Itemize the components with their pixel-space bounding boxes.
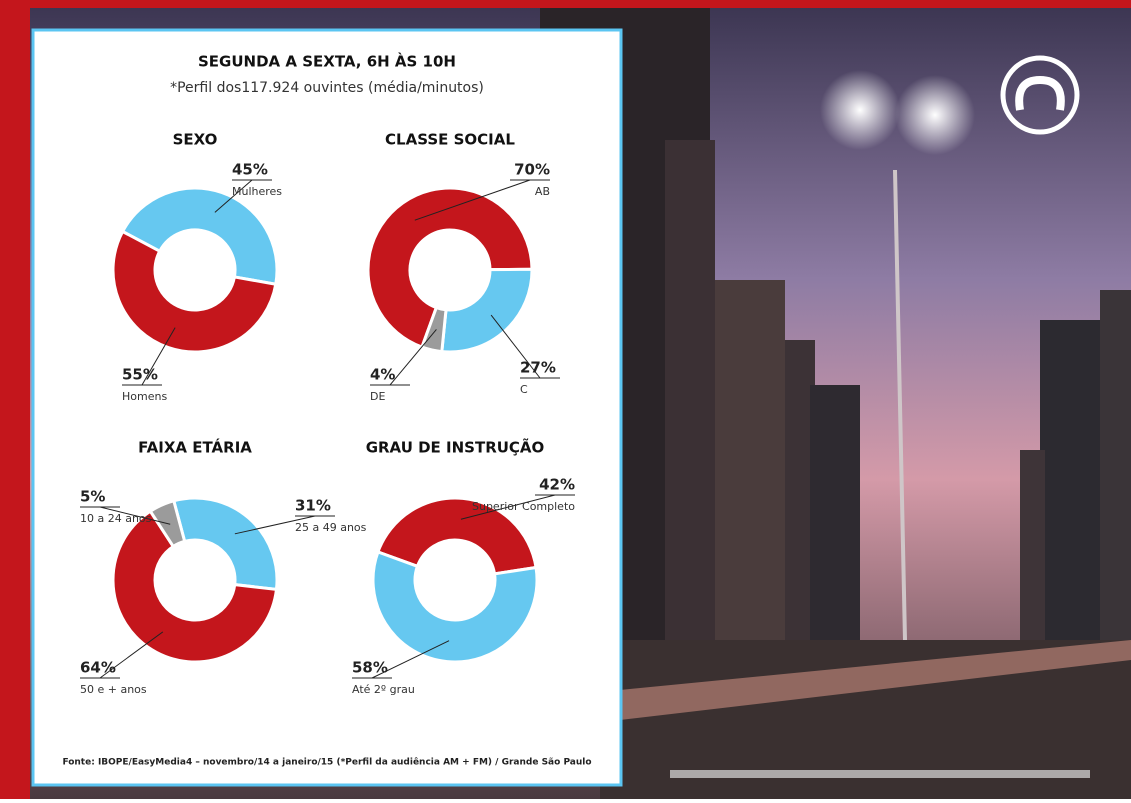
category-label: 50 e + anos (80, 683, 147, 696)
category-label: 10 a 24 anos (80, 512, 152, 525)
category-label: DE (370, 390, 385, 403)
source: Fonte: IBOPE/EasyMedia4 – novembro/14 a … (62, 757, 591, 768)
subtitle: *Perfil dos117.924 ouvintes (média/minut… (170, 80, 484, 96)
value-label: 42% (539, 476, 575, 494)
value-label: 55% (122, 366, 158, 384)
chart-title: SEXO (173, 131, 218, 149)
category-label: AB (535, 185, 550, 198)
category-label: Até 2º grau (352, 683, 415, 696)
category-label: 25 a 49 anos (295, 521, 367, 534)
title: SEGUNDA A SEXTA, 6H ÀS 10H (198, 52, 456, 71)
chart-title: CLASSE SOCIAL (385, 131, 515, 149)
value-label: 45% (232, 161, 268, 179)
value-label: 58% (352, 659, 388, 677)
category-label: Mulheres (232, 185, 282, 198)
value-label: 27% (520, 359, 556, 377)
value-label: 5% (80, 488, 105, 506)
value-label: 31% (295, 497, 331, 515)
value-label: 64% (80, 659, 116, 677)
value-label: 70% (514, 161, 550, 179)
panel (33, 30, 621, 785)
chart-title: FAIXA ETÁRIA (138, 438, 252, 457)
infographic: SEGUNDA A SEXTA, 6H ÀS 10H *Perfil dos11… (0, 0, 1131, 799)
value-label: 4% (370, 366, 395, 384)
chart-title: GRAU DE INSTRUÇÃO (366, 438, 545, 457)
category-label: Homens (122, 390, 167, 403)
category-label: C (520, 383, 528, 396)
category-label: Superior Completo (472, 500, 575, 513)
